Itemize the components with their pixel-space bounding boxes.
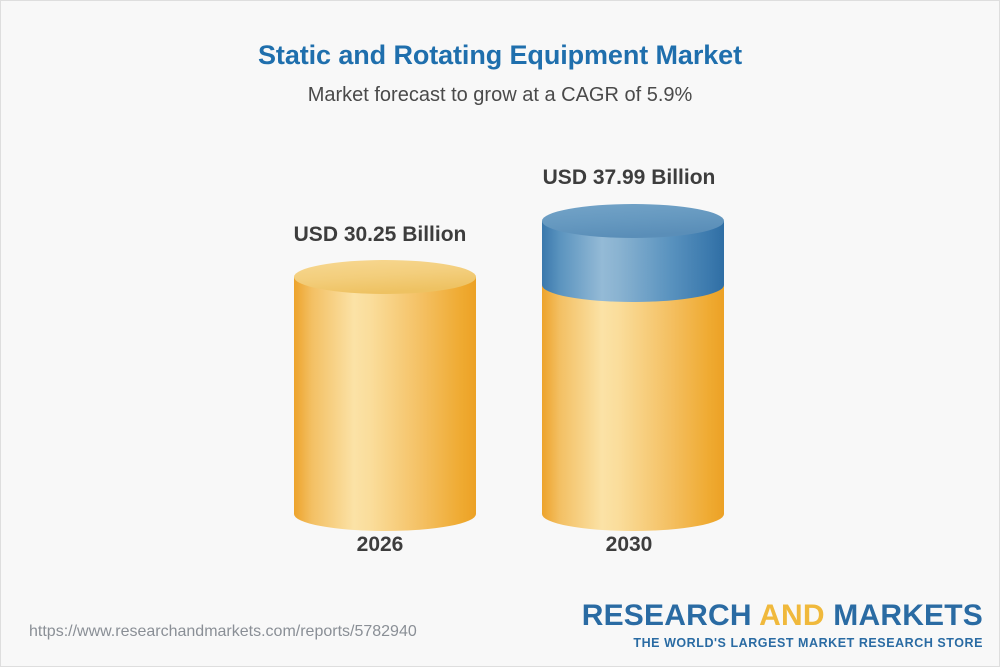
bar-2030-base-body bbox=[542, 285, 724, 531]
page-title: Static and Rotating Equipment Market bbox=[258, 40, 742, 70]
brand-word-research: RESEARCH bbox=[581, 599, 760, 632]
brand-word-and: AND bbox=[759, 599, 825, 632]
brand-name: RESEARCH AND MARKETS bbox=[582, 601, 983, 631]
bar-2026-top-face bbox=[294, 260, 476, 294]
bar-shadow-2026 bbox=[286, 503, 484, 529]
brand-tagline: THE WORLD'S LARGEST MARKET RESEARCH STOR… bbox=[633, 636, 983, 650]
category-label-2030: 2030 bbox=[605, 533, 653, 556]
bar-2030-growth-body bbox=[542, 221, 724, 302]
bar-2026-body bbox=[294, 277, 476, 531]
report-url[interactable]: https://www.researchandmarkets.com/repor… bbox=[29, 623, 417, 640]
chart-header: Static and Rotating Equipment Market Mar… bbox=[1, 1, 999, 107]
category-label-2026: 2026 bbox=[356, 533, 404, 556]
value-label-2026: USD 30.25 Billion bbox=[293, 223, 467, 246]
brand-word-markets: MARKETS bbox=[824, 599, 983, 632]
bar-shadow-2030 bbox=[534, 503, 732, 529]
bar-2030-top-face bbox=[542, 204, 724, 238]
value-label-2030: USD 37.99 Billion bbox=[542, 166, 716, 189]
bar-2026 bbox=[294, 260, 476, 531]
chart-subtitle: Market forecast to grow at a CAGR of 5.9… bbox=[307, 84, 693, 107]
bar-2030 bbox=[542, 204, 724, 531]
brand-logo[interactable]: RESEARCH AND MARKETS THE WORLD'S LARGEST… bbox=[582, 601, 983, 650]
